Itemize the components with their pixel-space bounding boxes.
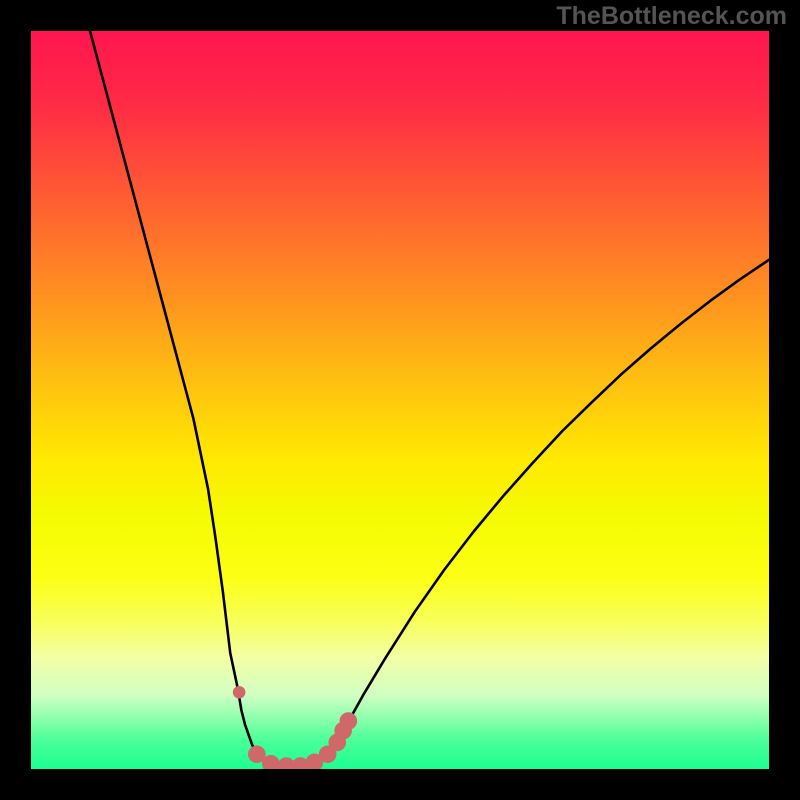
watermark-label: TheBottleneck.com xyxy=(556,2,787,31)
marker-point xyxy=(340,713,357,730)
marker-point xyxy=(233,686,245,698)
marker-point xyxy=(263,756,280,773)
plot-background xyxy=(31,31,769,769)
chart-svg xyxy=(0,0,800,800)
marker-point xyxy=(249,746,266,763)
